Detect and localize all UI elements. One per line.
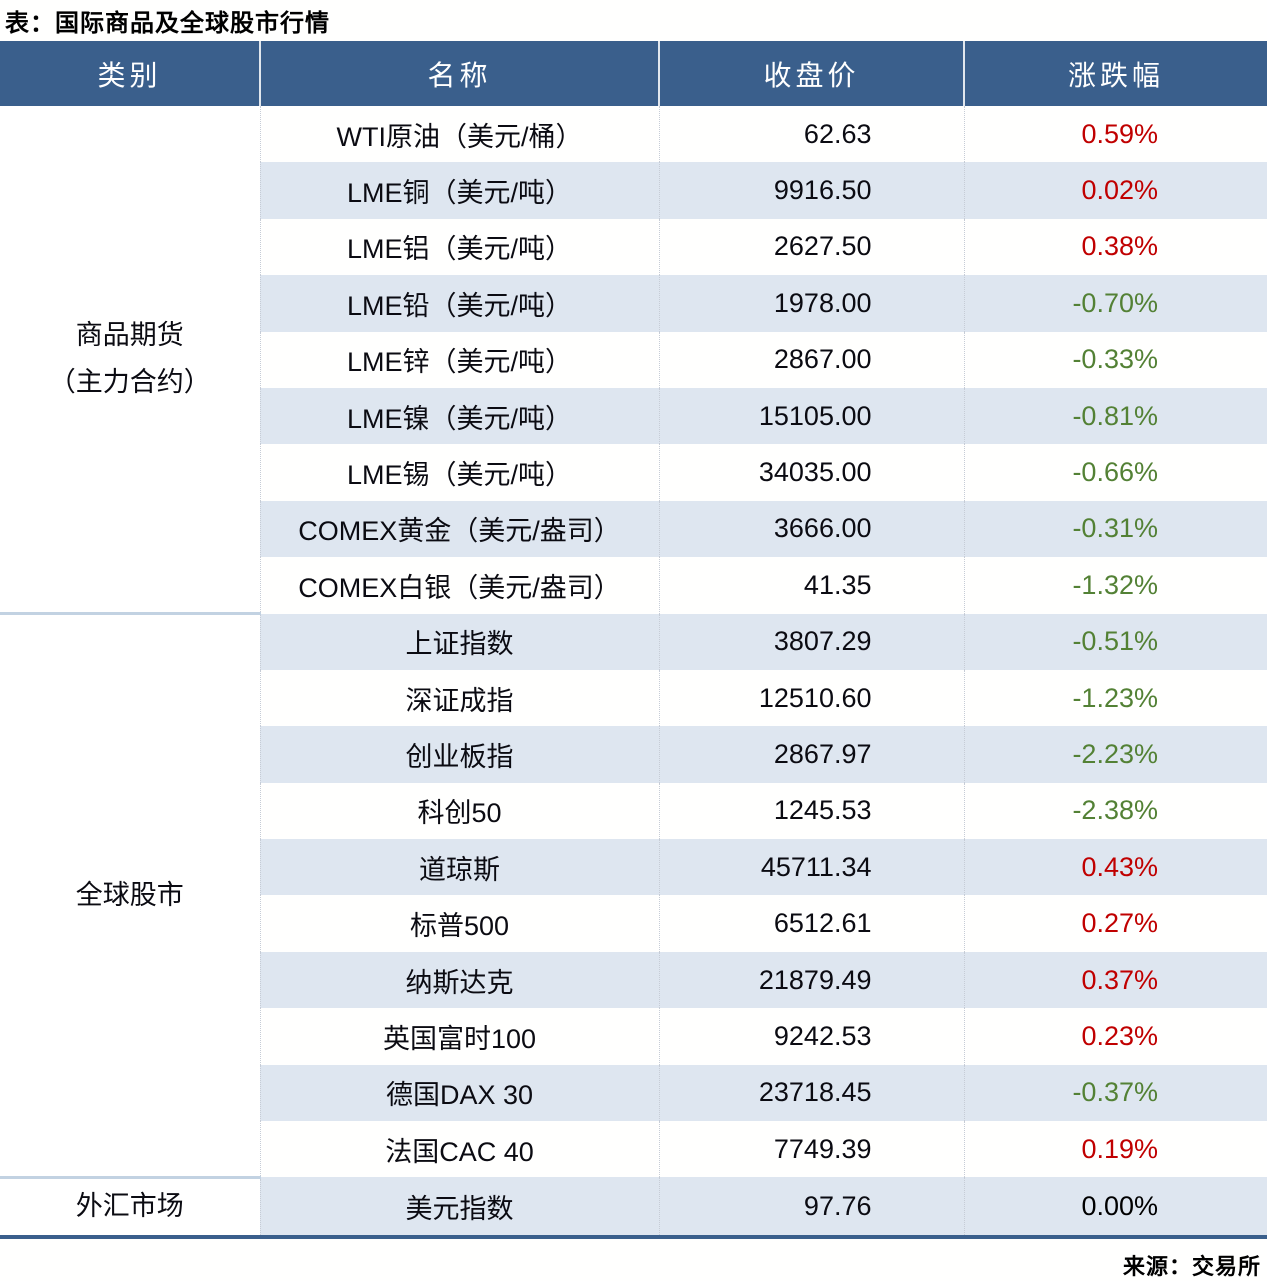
table-row: 深证成指 12510.60 -1.23% [0, 669, 1267, 727]
source-note: 来源：交易所 [1122, 1254, 1261, 1280]
name-cell: LME铝（美元/吨） [259, 218, 659, 276]
name-cell: 德国DAX 30 [259, 1064, 659, 1122]
name-cell: 道琼斯 [259, 839, 659, 896]
table-row: 商品期货 （主力合约） WTI原油（美元/桶） 62.63 0.59% [0, 106, 1267, 614]
table-row: LME锌（美元/吨） 2867.00 -0.33% [0, 331, 1267, 388]
page-title: 表：国际商品及全球股市行情 [5, 10, 330, 37]
change-cell: 0.02% [963, 162, 1267, 219]
table-row: 法国CAC 40 7749.39 0.19% [0, 1121, 1267, 1178]
name-cell: LME锡（美元/吨） [259, 444, 659, 501]
change-cell: -1.32% [963, 557, 1267, 614]
close-cell: 15105.00 [658, 387, 964, 445]
name-cell: COMEX白银（美元/盎司） [259, 557, 659, 614]
header-close: 收盘价 [658, 41, 964, 106]
table-row: LME铜（美元/吨） 9916.50 0.02% [0, 162, 1267, 219]
close-cell: 12510.60 [658, 669, 964, 727]
close-cell: 9242.53 [658, 1008, 964, 1065]
table-row: LME镍（美元/吨） 15105.00 -0.81% [0, 387, 1267, 445]
name-cell: 美元指数 [259, 1177, 659, 1240]
change-cell: -0.70% [963, 275, 1267, 332]
category-cell-commodities: 商品期货 （主力合约） [0, 106, 260, 614]
close-cell: 62.63 [658, 106, 964, 163]
name-cell: 科创50 [259, 782, 659, 840]
change-cell: -0.51% [963, 613, 1267, 670]
table-row: 纳斯达克 21879.49 0.37% [0, 951, 1267, 1009]
close-cell: 45711.34 [658, 839, 964, 896]
change-cell: -0.31% [963, 500, 1267, 558]
change-cell: 0.19% [963, 1121, 1267, 1178]
category-cell-forex: 外汇市场 [0, 1175, 260, 1240]
change-cell: -2.38% [963, 782, 1267, 840]
change-cell: -0.66% [963, 444, 1267, 501]
name-cell: 法国CAC 40 [259, 1121, 659, 1178]
change-cell: 0.00% [963, 1177, 1267, 1240]
table-row: LME铅（美元/吨） 1978.00 -0.70% [0, 275, 1267, 332]
change-cell: -0.81% [963, 387, 1267, 445]
table-row: LME锡（美元/吨） 34035.00 -0.66% [0, 444, 1267, 501]
close-cell: 9916.50 [658, 162, 964, 219]
change-cell: -0.33% [963, 331, 1267, 388]
table-row: COMEX黄金（美元/盎司） 3666.00 -0.31% [0, 500, 1267, 558]
table-row: 科创50 1245.53 -2.38% [0, 782, 1267, 840]
table-row: 德国DAX 30 23718.45 -0.37% [0, 1064, 1267, 1122]
category-cell-global-stocks: 全球股市 [0, 612, 260, 1178]
close-cell: 1245.53 [658, 782, 964, 840]
close-cell: 23718.45 [658, 1064, 964, 1122]
close-cell: 2627.50 [658, 218, 964, 276]
table-row: 全球股市 上证指数 3807.29 -0.51% [0, 612, 1267, 1178]
name-cell: LME镍（美元/吨） [259, 387, 659, 445]
change-cell: -0.37% [963, 1064, 1267, 1122]
change-cell: -1.23% [963, 669, 1267, 727]
close-cell: 2867.00 [658, 331, 964, 388]
header-change: 涨跌幅 [963, 41, 1267, 106]
header-category: 类别 [0, 41, 260, 106]
name-cell: COMEX黄金（美元/盎司） [259, 500, 659, 558]
close-cell: 21879.49 [658, 951, 964, 1009]
change-cell: 0.38% [963, 218, 1267, 276]
market-quotes-table: 类别 名称 收盘价 涨跌幅 商品期货 （主力合约） WTI原油（美元/桶） 62… [0, 41, 1267, 1240]
close-cell: 41.35 [658, 557, 964, 614]
header-row: 类别 名称 收盘价 涨跌幅 [0, 41, 1267, 106]
change-cell: 0.43% [963, 839, 1267, 896]
table-row: 道琼斯 45711.34 0.43% [0, 839, 1267, 896]
change-cell: 0.23% [963, 1008, 1267, 1065]
name-cell: 标普500 [259, 895, 659, 952]
name-cell: LME铅（美元/吨） [259, 275, 659, 332]
table-row: 创业板指 2867.97 -2.23% [0, 726, 1267, 783]
close-cell: 6512.61 [658, 895, 964, 952]
table-row: COMEX白银（美元/盎司） 41.35 -1.32% [0, 557, 1267, 614]
change-cell: -2.23% [963, 726, 1267, 783]
name-cell: 纳斯达克 [259, 951, 659, 1009]
close-cell: 1978.00 [658, 275, 964, 332]
close-cell: 3666.00 [658, 500, 964, 558]
close-cell: 3807.29 [658, 613, 964, 670]
name-cell: LME锌（美元/吨） [259, 331, 659, 388]
close-cell: 7749.39 [658, 1121, 964, 1178]
table-row: LME铝（美元/吨） 2627.50 0.38% [0, 218, 1267, 276]
table-row: 英国富时100 9242.53 0.23% [0, 1008, 1267, 1065]
name-cell: LME铜（美元/吨） [259, 162, 659, 219]
change-cell: 0.59% [963, 106, 1267, 163]
name-cell: WTI原油（美元/桶） [259, 106, 659, 163]
close-cell: 34035.00 [658, 444, 964, 501]
name-cell: 上证指数 [259, 613, 659, 670]
name-cell: 英国富时100 [259, 1008, 659, 1065]
change-cell: 0.37% [963, 951, 1267, 1009]
close-cell: 2867.97 [658, 726, 964, 783]
name-cell: 创业板指 [259, 726, 659, 783]
name-cell: 深证成指 [259, 669, 659, 727]
table-row: 外汇市场 美元指数 97.76 0.00% [0, 1175, 1267, 1240]
close-cell: 97.76 [658, 1177, 964, 1240]
table-row: 标普500 6512.61 0.27% [0, 895, 1267, 952]
header-name: 名称 [259, 41, 659, 106]
change-cell: 0.27% [963, 895, 1267, 952]
